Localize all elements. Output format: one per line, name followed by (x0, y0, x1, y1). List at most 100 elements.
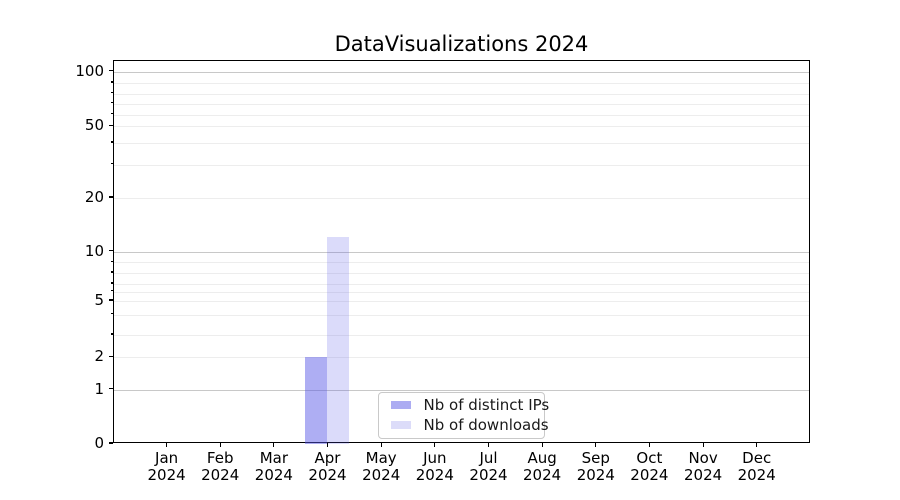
y-tick-mark (110, 333, 113, 335)
y-tick-mark (110, 260, 113, 262)
x-tick-year: 2024 (737, 465, 776, 484)
bar-nb-of-distinct-ips (305, 356, 327, 444)
y-tick-mark (110, 112, 113, 115)
y-tick-mark (110, 91, 113, 94)
x-tick-year: 2024 (362, 465, 401, 484)
x-tick-year: 2024 (469, 465, 508, 484)
x-tick-label: Oct 2024 (617, 450, 681, 483)
x-tick-mark (273, 443, 275, 447)
y-tick-mark (109, 299, 113, 301)
minor-gridline (114, 143, 809, 144)
y-tick-mark (109, 442, 113, 444)
bar-nb-of-downloads (327, 237, 349, 444)
minor-gridline (114, 126, 809, 128)
minor-gridline (114, 301, 809, 302)
x-tick-month: Jan (155, 449, 179, 467)
x-tick-mark (166, 443, 168, 447)
y-tick-label: 10 (84, 241, 104, 260)
y-tick-mark (109, 387, 113, 390)
minor-gridline (114, 262, 809, 264)
minor-gridline (114, 335, 809, 336)
y-tick-mark (109, 70, 113, 72)
minor-gridline (114, 314, 809, 316)
legend-label-distinct-ips: Nb of distinct IPs (423, 396, 550, 414)
x-tick-month: Apr (314, 449, 341, 467)
x-tick-month: Nov (688, 449, 718, 467)
y-tick-mark (110, 141, 113, 143)
y-tick-mark (110, 289, 113, 292)
legend-swatch-downloads-icon (390, 420, 411, 430)
legend-item-distinct-ips: Nb of distinct IPs (379, 395, 549, 415)
y-tick-mark (110, 102, 113, 104)
x-tick-label: Jun 2024 (403, 450, 467, 483)
minor-gridline (114, 164, 809, 166)
y-tick-mark (110, 271, 113, 273)
x-tick-month: Feb (206, 449, 234, 467)
x-tick-label: Nov 2024 (671, 450, 735, 483)
x-tick-label: Mar 2024 (242, 450, 306, 483)
x-tick-year: 2024 (523, 465, 562, 484)
minor-gridline (114, 93, 809, 95)
minor-gridline (114, 284, 809, 285)
x-tick-year: 2024 (308, 465, 347, 484)
x-tick-month: Sep (581, 449, 610, 467)
major-gridline (114, 71, 809, 73)
x-tick-mark (541, 443, 543, 447)
legend-swatch-distinct-ips-icon (390, 400, 411, 410)
x-tick-month: Oct (636, 449, 663, 467)
chart-title: DataVisualizations 2024 (334, 32, 589, 56)
x-tick-label: Feb 2024 (188, 450, 252, 483)
x-tick-year: 2024 (147, 465, 186, 484)
x-tick-month: Jun (423, 449, 447, 467)
y-tick-mark (110, 282, 113, 284)
y-tick-label: 5 (94, 291, 104, 309)
x-tick-year: 2024 (630, 465, 669, 484)
y-tick-mark (109, 249, 113, 252)
y-tick-label: 1 (94, 379, 104, 398)
x-tick-year: 2024 (254, 465, 293, 484)
x-tick-month: May (365, 449, 397, 467)
x-tick-year: 2024 (684, 465, 723, 484)
minor-gridline (114, 198, 809, 199)
x-tick-year: 2024 (576, 465, 615, 484)
x-tick-label: Jul 2024 (457, 450, 521, 483)
x-tick-mark (756, 443, 758, 447)
y-tick-label: 20 (84, 188, 104, 206)
y-tick-mark (109, 196, 113, 198)
x-tick-month: Aug (527, 449, 557, 467)
y-tick-mark (109, 355, 113, 357)
x-tick-mark (380, 443, 382, 447)
y-tick-label: 0 (94, 434, 104, 452)
legend-label-downloads: Nb of downloads (423, 416, 549, 434)
legend: Nb of distinct IPs Nb of downloads (377, 391, 549, 439)
major-gridline (114, 251, 809, 253)
x-tick-mark (434, 443, 436, 447)
x-tick-month: Jul (479, 449, 498, 467)
y-tick-mark (110, 312, 113, 315)
minor-gridline (114, 273, 809, 274)
y-tick-label: 50 (84, 116, 104, 135)
x-tick-label: Apr 2024 (296, 450, 360, 483)
x-tick-label: Aug 2024 (510, 450, 574, 483)
y-tick-mark (110, 162, 113, 165)
minor-gridline (114, 83, 809, 84)
x-tick-mark (595, 443, 597, 447)
y-tick-mark (110, 81, 113, 83)
minor-gridline (114, 291, 809, 293)
x-tick-mark (219, 443, 221, 447)
x-tick-mark (487, 443, 490, 447)
plot-area (113, 60, 810, 444)
x-tick-month: Mar (259, 449, 289, 467)
x-tick-month: Dec (742, 449, 772, 467)
y-tick-label: 100 (75, 61, 104, 80)
x-tick-label: May 2024 (349, 450, 413, 483)
x-tick-mark (326, 443, 329, 447)
x-tick-mark (702, 443, 704, 447)
minor-gridline (114, 114, 809, 116)
y-tick-mark (109, 124, 113, 126)
x-tick-label: Jan 2024 (135, 450, 199, 483)
minor-gridline (114, 103, 809, 105)
x-tick-label: Sep 2024 (564, 450, 628, 483)
x-tick-label: Dec 2024 (725, 450, 789, 483)
